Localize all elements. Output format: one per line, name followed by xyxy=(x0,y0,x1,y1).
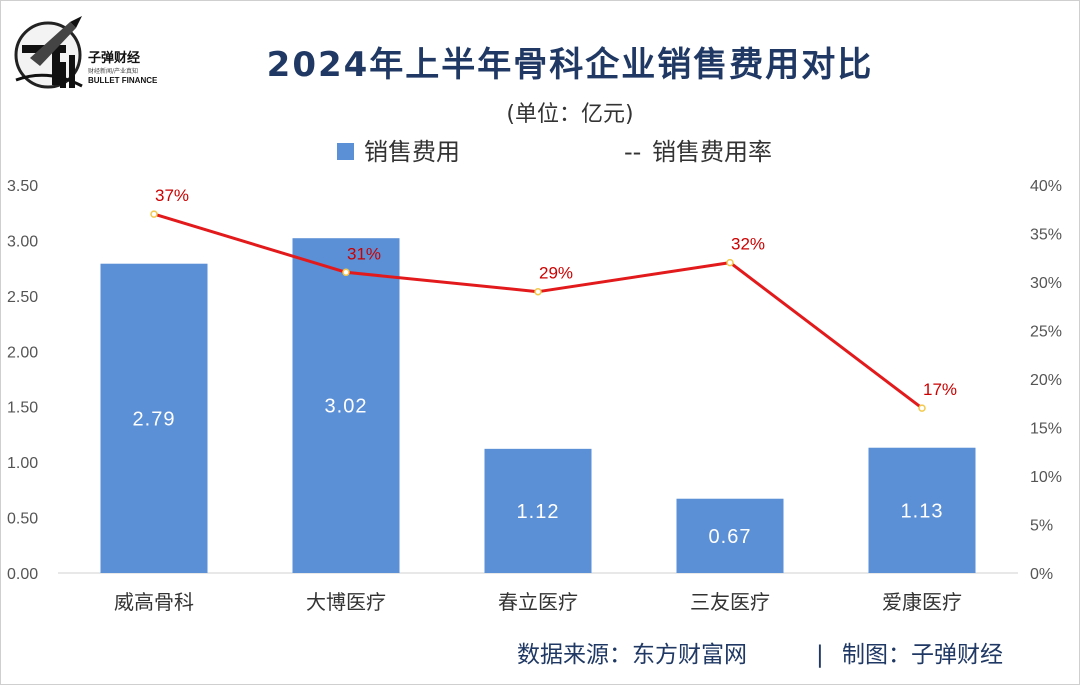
bar xyxy=(868,447,976,573)
left-tick-label: 2.50 xyxy=(7,289,38,306)
right-tick-label: 35% xyxy=(1030,227,1062,244)
bar-value-label: 3.02 xyxy=(325,396,368,418)
logo-name: 子弹财经 xyxy=(88,50,140,66)
bullet-logo-icon xyxy=(14,16,83,89)
logo-tagline: 财经新闻/产业真知 xyxy=(88,67,138,75)
category-label: 三友医疗 xyxy=(690,590,770,614)
rate-point xyxy=(726,258,734,267)
category-label: 大博医疗 xyxy=(306,590,386,614)
rate-line xyxy=(153,212,923,410)
category-labels: 威高骨科 大博医疗 春立医疗 三友医疗 爱康医疗 xyxy=(114,590,962,614)
right-tick-label: 0% xyxy=(1030,566,1053,583)
rate-point xyxy=(534,287,542,296)
logo-english: BULLET FINANCE xyxy=(88,76,158,85)
left-tick-label: 1.00 xyxy=(7,455,38,472)
rate-value-label: 29% xyxy=(539,264,573,283)
right-axis: 0% 5% 10% 15% 20% 25% 30% 35% 40% xyxy=(1030,178,1062,583)
right-tick-label: 30% xyxy=(1030,275,1062,292)
footer-credit: 制图：子弹财经 xyxy=(842,642,1003,668)
left-tick-label: 0.00 xyxy=(7,566,38,583)
rate-value-label: 32% xyxy=(731,235,765,254)
footer-separator: | xyxy=(816,642,824,668)
bar xyxy=(100,263,208,573)
right-tick-label: 5% xyxy=(1030,518,1053,535)
right-tick-label: 15% xyxy=(1030,421,1062,438)
left-tick-label: 2.00 xyxy=(7,344,38,361)
rate-point xyxy=(918,404,926,412)
right-tick-label: 20% xyxy=(1030,372,1062,389)
right-tick-label: 40% xyxy=(1030,178,1062,195)
category-label: 春立医疗 xyxy=(498,590,578,614)
category-label: 爱康医疗 xyxy=(882,590,962,614)
bar xyxy=(484,448,592,573)
bar-value-label: 0.67 xyxy=(709,526,752,548)
chart-title: 2024年上半年骨科企业销售费用对比 xyxy=(267,45,874,85)
rate-value-label: 37% xyxy=(155,186,189,205)
logo: 子弹财经 财经新闻/产业真知 BULLET FINANCE xyxy=(14,16,158,89)
bar xyxy=(676,498,784,573)
rate-value-label: 17% xyxy=(923,380,957,399)
footer-source: 数据来源：东方财富网 xyxy=(517,642,747,668)
footer: 数据来源：东方财富网 | 制图：子弹财经 xyxy=(517,642,1003,668)
right-tick-label: 10% xyxy=(1030,469,1062,486)
rate-point xyxy=(150,210,158,218)
bar-value-label: 1.12 xyxy=(517,501,560,523)
bar-value-label: 2.79 xyxy=(133,408,176,430)
legend-line-marker: -- xyxy=(624,138,641,166)
left-tick-label: 0.50 xyxy=(7,511,38,528)
right-tick-label: 25% xyxy=(1030,324,1062,341)
legend-bar-label: 销售费用 xyxy=(364,138,460,166)
rate-series: 37% 31% 29% 32% 17% xyxy=(150,186,957,412)
left-tick-label: 1.50 xyxy=(7,400,38,417)
rate-point xyxy=(342,268,350,277)
bar-value-label: 1.13 xyxy=(901,500,944,522)
legend-line-label: 销售费用率 xyxy=(652,138,772,166)
legend: 销售费用 -- 销售费用率 xyxy=(337,138,772,166)
bar xyxy=(292,238,400,573)
left-tick-label: 3.00 xyxy=(7,233,38,250)
chart-subtitle: (单位：亿元) xyxy=(506,102,633,127)
left-axis: 0.00 0.50 1.00 1.50 2.00 2.50 3.00 3.50 xyxy=(7,178,38,583)
left-tick-label: 3.50 xyxy=(7,178,38,195)
category-label: 威高骨科 xyxy=(114,590,194,614)
legend-bar-swatch xyxy=(337,143,354,160)
rate-value-label: 31% xyxy=(347,244,381,263)
bar-series: 2.79 3.02 1.12 0.67 1.13 xyxy=(100,238,976,573)
